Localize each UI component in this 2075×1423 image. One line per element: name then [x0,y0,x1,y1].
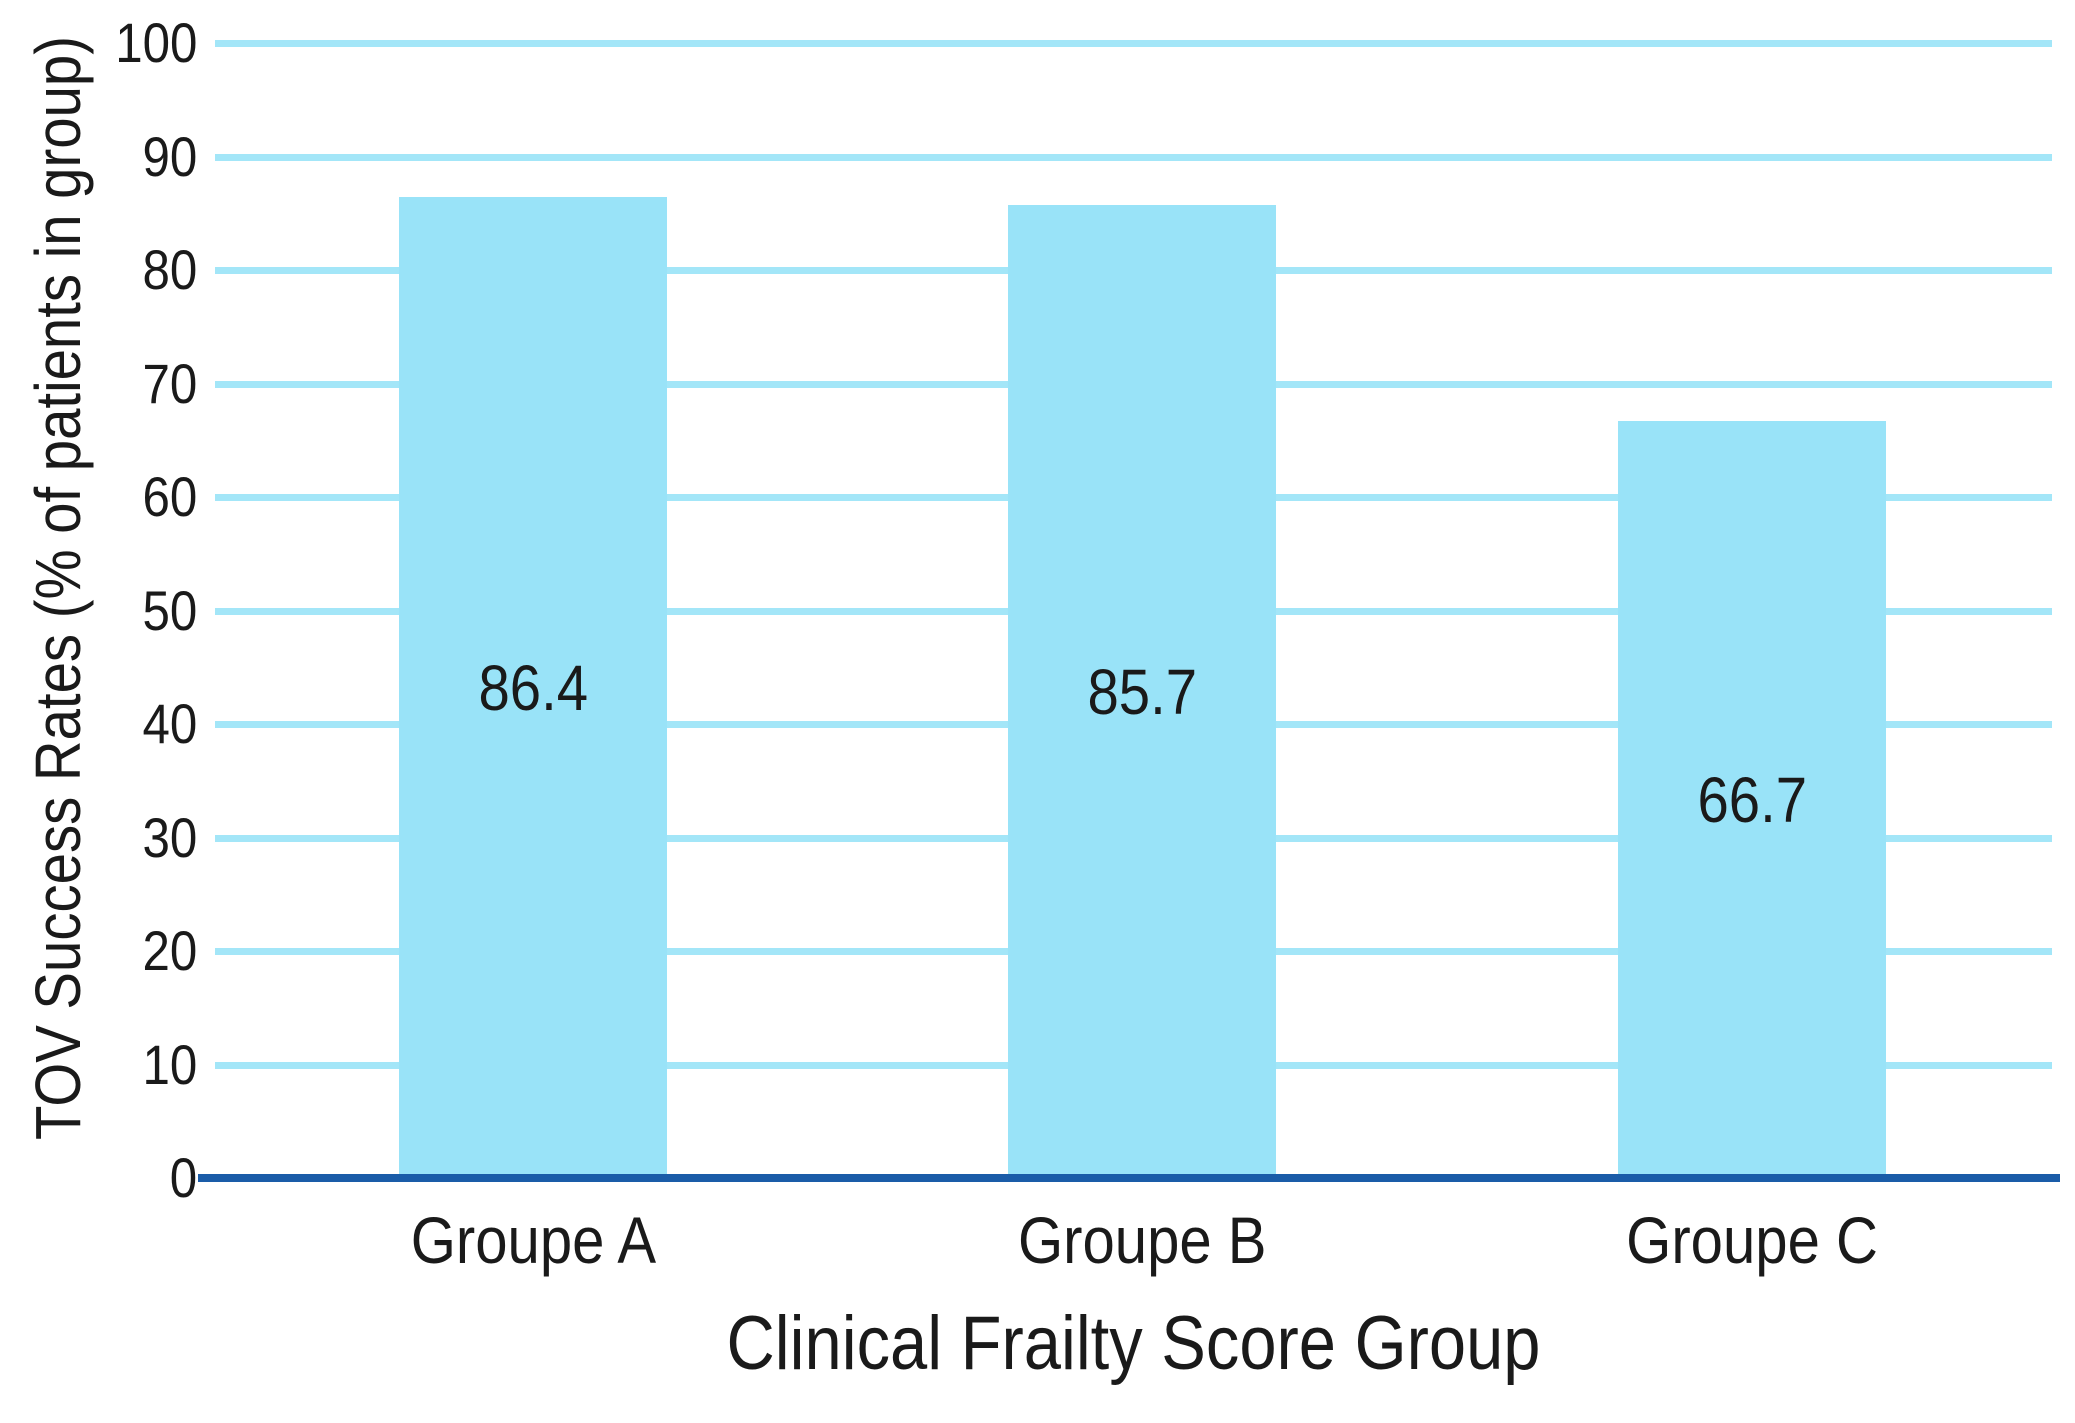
x-tick-label-groupe-b: Groupe B [1017,1203,1267,1277]
y-tick-label: 0 [169,1146,197,1209]
y-tick-label: 80 [142,238,197,301]
plot-area: 86.4 85.7 66.7 [215,40,2052,1178]
x-tick-label-groupe-a: Groupe A [410,1203,656,1277]
x-axis-title: Clinical Frailty Score Group [215,1302,2052,1386]
x-axis-title-text: Clinical Frailty Score Group [726,1301,1541,1386]
bar-value-label: 66.7 [1697,763,1807,836]
y-tick-label: 50 [142,579,197,642]
y-tick-label: 20 [142,919,197,982]
bar-groupe-a: 86.4 [399,197,667,1178]
x-tick-label-groupe-c: Groupe C [1626,1203,1878,1277]
y-tick-label: 10 [142,1033,197,1096]
bar-groupe-b: 85.7 [1008,205,1276,1178]
y-tick-label: 70 [142,352,197,415]
y-tick-label: 60 [142,465,197,528]
bar-groupe-c: 66.7 [1618,421,1886,1178]
y-tick-label: 40 [142,692,197,755]
bar-value-label: 85.7 [1087,655,1197,728]
x-axis-baseline [198,1174,2060,1182]
bar-value-label: 86.4 [478,651,588,724]
y-tick-label: 100 [114,11,197,74]
y-tick-label: 30 [142,806,197,869]
gridline [215,154,2052,161]
y-tick-label: 90 [142,125,197,188]
gridline [215,40,2052,47]
